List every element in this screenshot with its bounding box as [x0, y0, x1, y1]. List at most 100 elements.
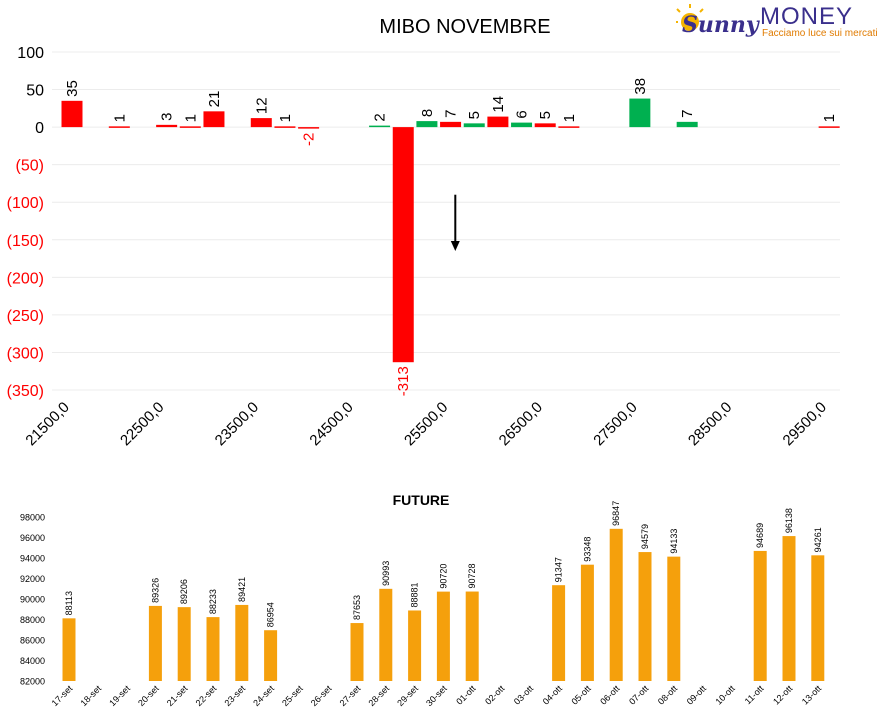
y-tick-label: 88000: [20, 615, 45, 625]
x-tick-label: 10-ott: [713, 683, 737, 707]
data-label: 86954: [266, 602, 276, 627]
y-tick-label: (200): [7, 270, 44, 287]
bar: [206, 617, 220, 681]
x-tick-label: 19-set: [107, 683, 132, 708]
top-bars: [61, 98, 840, 363]
x-tick-label: 21-set: [165, 683, 190, 708]
x-tick-label: 26-set: [309, 683, 334, 708]
x-tick-label: 23500,0: [212, 399, 262, 449]
future-data-labels: 88113 89326 89206 88233 89421 86954 87653 90993…: [64, 501, 823, 627]
bar: [609, 528, 623, 681]
bar: [274, 126, 296, 128]
x-tick-label: 24-set: [251, 683, 276, 708]
bar: [811, 555, 825, 681]
x-tick-label: 25-set: [280, 683, 305, 708]
bar: [440, 121, 462, 128]
data-label: 5: [537, 111, 554, 119]
x-tick-label: 29500,0: [780, 399, 830, 449]
data-label: 94261: [813, 527, 823, 552]
bar: [250, 118, 272, 128]
bar: [179, 126, 201, 128]
data-label: 7: [443, 110, 460, 118]
bar: [782, 536, 796, 681]
future-bars: [62, 528, 825, 681]
data-label: 8: [419, 109, 436, 117]
y-tick-label: 0: [35, 120, 44, 137]
x-tick-label: 08-ott: [656, 683, 680, 707]
data-label: 14: [490, 96, 507, 113]
bar: [62, 618, 76, 681]
top-gridlines: [52, 51, 840, 391]
bar: [558, 126, 580, 128]
data-label: 90720: [438, 564, 448, 589]
x-tick-label: 22-set: [194, 683, 219, 708]
y-tick-label: 100: [17, 45, 44, 62]
x-tick-label: 26500,0: [496, 399, 546, 449]
bar: [379, 588, 393, 681]
data-label: -313: [395, 366, 412, 396]
y-tick-label: 92000: [20, 574, 45, 584]
bar: [463, 123, 485, 128]
x-tick-label: 28500,0: [685, 399, 735, 449]
bar: [392, 127, 414, 363]
y-tick-label: 50: [26, 83, 44, 100]
x-tick-label: 01-ott: [454, 683, 478, 707]
data-label: 7: [679, 110, 696, 118]
x-tick-label: 03-ott: [512, 683, 536, 707]
data-label: 2: [372, 113, 389, 121]
bar: [298, 127, 320, 129]
data-label: 6: [514, 110, 531, 118]
data-label: 88113: [64, 591, 74, 615]
chart-title-future: FUTURE: [393, 492, 450, 508]
top-x-axis: 21500,0 22500,0 23500,0 24500,0 25500,0 26500…: [22, 399, 830, 449]
bar: [408, 610, 422, 681]
data-label: 88881: [410, 582, 420, 607]
data-label: 35: [64, 80, 81, 97]
sun-icon: [676, 4, 704, 31]
bar: [416, 121, 438, 128]
y-tick-label: (300): [7, 345, 44, 362]
bar: [534, 123, 556, 128]
y-tick-label: (250): [7, 308, 44, 325]
x-tick-label: 18-set: [78, 683, 103, 708]
y-tick-label: 86000: [20, 636, 45, 646]
x-tick-label: 13-ott: [800, 683, 824, 707]
x-tick-label: 06-ott: [598, 683, 622, 707]
x-tick-label: 02-ott: [483, 683, 507, 707]
bar: [156, 124, 178, 128]
data-label: 96847: [611, 501, 621, 526]
data-label: 88233: [208, 589, 218, 614]
x-tick-label: 11-ott: [743, 683, 766, 706]
y-tick-label: 96000: [20, 533, 45, 543]
top-y-axis: 100 50 0 (50) (100) (150) (200) (250) (300) (350): [7, 45, 44, 400]
data-label: 89206: [179, 579, 189, 604]
y-tick-label: 90000: [20, 595, 45, 605]
logo-word-money: MONEY: [760, 3, 853, 30]
x-tick-label: 24500,0: [306, 399, 356, 449]
bar: [580, 564, 594, 681]
bar: [465, 591, 479, 681]
data-label: 89326: [150, 578, 160, 603]
x-tick-label: 04-ott: [541, 683, 565, 707]
down-arrow-annotation: [450, 194, 460, 252]
data-label: 90993: [381, 561, 391, 586]
x-tick-label: 27-set: [338, 683, 363, 708]
bar: [676, 121, 698, 128]
x-tick-label: 17-set: [50, 683, 75, 708]
future-x-axis: 17-set 18-set 19-set 20-set 21-set 22-set 23-s…: [50, 683, 824, 708]
sunny-money-logo: Sunny MONEY Facciamo luce sui mercati: [676, 3, 878, 39]
y-tick-label: 82000: [20, 677, 45, 687]
bar: [177, 607, 191, 681]
bar: [369, 125, 391, 128]
data-label: 1: [821, 114, 838, 122]
data-label: -2: [301, 133, 318, 146]
bar: [148, 605, 162, 681]
data-label: 93348: [582, 537, 592, 562]
x-tick-label: 20-set: [136, 683, 161, 708]
x-tick-label: 30-set: [424, 683, 449, 708]
data-label: 87653: [352, 595, 362, 620]
logo-tagline: Facciamo luce sui mercati: [762, 28, 878, 39]
x-tick-label: 27500,0: [590, 399, 640, 449]
bar: [235, 604, 249, 681]
